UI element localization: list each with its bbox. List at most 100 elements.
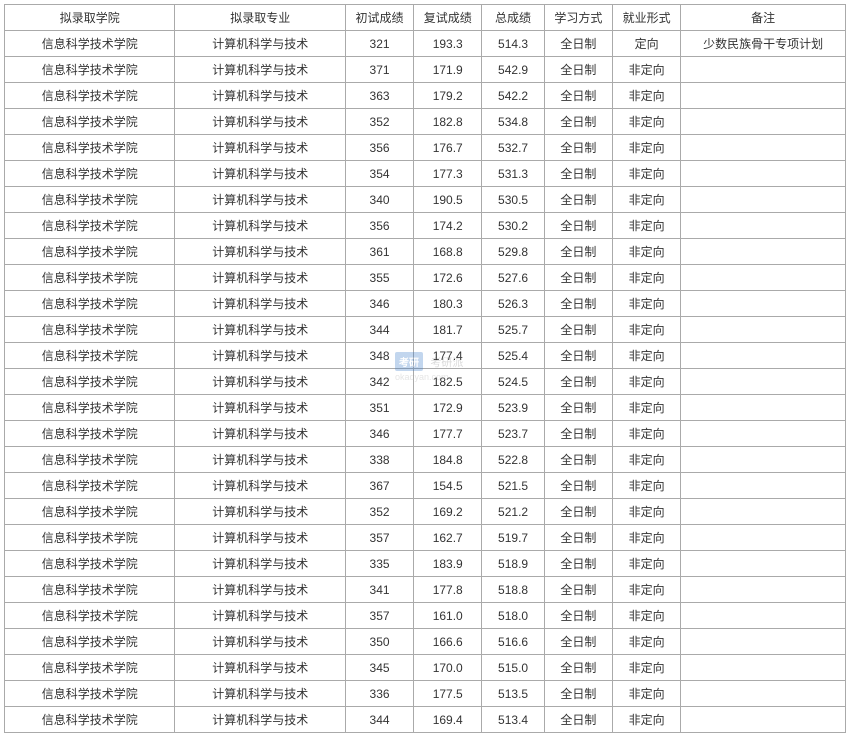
cell-major: 计算机科学与技术	[175, 109, 345, 135]
cell-study: 全日制	[544, 161, 612, 187]
cell-study: 全日制	[544, 369, 612, 395]
cell-employ: 非定向	[613, 655, 681, 681]
cell-college: 信息科学技术学院	[5, 369, 175, 395]
cell-employ: 非定向	[613, 681, 681, 707]
cell-score1: 346	[345, 291, 413, 317]
table-row: 信息科学技术学院计算机科学与技术338184.8522.8全日制非定向	[5, 447, 846, 473]
cell-total: 527.6	[482, 265, 545, 291]
cell-total: 534.8	[482, 109, 545, 135]
table-body: 信息科学技术学院计算机科学与技术321193.3514.3全日制定向少数民族骨干…	[5, 31, 846, 733]
cell-employ: 非定向	[613, 161, 681, 187]
cell-major: 计算机科学与技术	[175, 31, 345, 57]
table-row: 信息科学技术学院计算机科学与技术361168.8529.8全日制非定向	[5, 239, 846, 265]
cell-remark	[681, 551, 846, 577]
cell-score1: 338	[345, 447, 413, 473]
cell-study: 全日制	[544, 135, 612, 161]
cell-score1: 352	[345, 109, 413, 135]
cell-score2: 171.9	[414, 57, 482, 83]
cell-employ: 非定向	[613, 239, 681, 265]
cell-major: 计算机科学与技术	[175, 681, 345, 707]
cell-employ: 非定向	[613, 317, 681, 343]
cell-study: 全日制	[544, 707, 612, 733]
cell-major: 计算机科学与技术	[175, 421, 345, 447]
cell-college: 信息科学技术学院	[5, 681, 175, 707]
cell-major: 计算机科学与技术	[175, 395, 345, 421]
cell-score1: 355	[345, 265, 413, 291]
cell-score1: 321	[345, 31, 413, 57]
cell-score2: 176.7	[414, 135, 482, 161]
cell-employ: 非定向	[613, 473, 681, 499]
cell-study: 全日制	[544, 291, 612, 317]
cell-major: 计算机科学与技术	[175, 603, 345, 629]
cell-total: 542.9	[482, 57, 545, 83]
cell-employ: 非定向	[613, 577, 681, 603]
cell-study: 全日制	[544, 447, 612, 473]
cell-score2: 169.2	[414, 499, 482, 525]
cell-major: 计算机科学与技术	[175, 239, 345, 265]
cell-score2: 177.3	[414, 161, 482, 187]
cell-college: 信息科学技术学院	[5, 707, 175, 733]
cell-score1: 344	[345, 707, 413, 733]
cell-remark	[681, 369, 846, 395]
cell-major: 计算机科学与技术	[175, 447, 345, 473]
cell-college: 信息科学技术学院	[5, 239, 175, 265]
cell-study: 全日制	[544, 83, 612, 109]
table-row: 信息科学技术学院计算机科学与技术346180.3526.3全日制非定向	[5, 291, 846, 317]
cell-score1: 354	[345, 161, 413, 187]
header-major: 拟录取专业	[175, 5, 345, 31]
cell-remark	[681, 291, 846, 317]
cell-score1: 346	[345, 421, 413, 447]
table-row: 信息科学技术学院计算机科学与技术352182.8534.8全日制非定向	[5, 109, 846, 135]
cell-employ: 非定向	[613, 109, 681, 135]
header-remark: 备注	[681, 5, 846, 31]
table-row: 信息科学技术学院计算机科学与技术351172.9523.9全日制非定向	[5, 395, 846, 421]
table-row: 信息科学技术学院计算机科学与技术357161.0518.0全日制非定向	[5, 603, 846, 629]
cell-total: 532.7	[482, 135, 545, 161]
table-row: 信息科学技术学院计算机科学与技术344181.7525.7全日制非定向	[5, 317, 846, 343]
cell-total: 514.3	[482, 31, 545, 57]
cell-college: 信息科学技术学院	[5, 161, 175, 187]
table-row: 信息科学技术学院计算机科学与技术367154.5521.5全日制非定向	[5, 473, 846, 499]
cell-score2: 182.8	[414, 109, 482, 135]
cell-study: 全日制	[544, 395, 612, 421]
cell-total: 522.8	[482, 447, 545, 473]
table-row: 信息科学技术学院计算机科学与技术336177.5513.5全日制非定向	[5, 681, 846, 707]
cell-employ: 非定向	[613, 707, 681, 733]
cell-total: 521.5	[482, 473, 545, 499]
table-row: 信息科学技术学院计算机科学与技术342182.5524.5全日制非定向	[5, 369, 846, 395]
cell-college: 信息科学技术学院	[5, 109, 175, 135]
cell-score1: 363	[345, 83, 413, 109]
cell-total: 542.2	[482, 83, 545, 109]
cell-employ: 非定向	[613, 551, 681, 577]
cell-college: 信息科学技术学院	[5, 447, 175, 473]
cell-total: 531.3	[482, 161, 545, 187]
cell-total: 525.4	[482, 343, 545, 369]
table-row: 信息科学技术学院计算机科学与技术345170.0515.0全日制非定向	[5, 655, 846, 681]
cell-total: 530.2	[482, 213, 545, 239]
cell-employ: 非定向	[613, 395, 681, 421]
cell-employ: 定向	[613, 31, 681, 57]
cell-study: 全日制	[544, 31, 612, 57]
cell-remark	[681, 265, 846, 291]
cell-employ: 非定向	[613, 421, 681, 447]
cell-college: 信息科学技术学院	[5, 655, 175, 681]
cell-score2: 161.0	[414, 603, 482, 629]
header-score1: 初试成绩	[345, 5, 413, 31]
cell-total: 515.0	[482, 655, 545, 681]
cell-score1: 341	[345, 577, 413, 603]
cell-employ: 非定向	[613, 135, 681, 161]
cell-total: 518.9	[482, 551, 545, 577]
cell-score1: 340	[345, 187, 413, 213]
cell-score1: 351	[345, 395, 413, 421]
cell-employ: 非定向	[613, 343, 681, 369]
cell-major: 计算机科学与技术	[175, 473, 345, 499]
cell-college: 信息科学技术学院	[5, 343, 175, 369]
cell-score2: 174.2	[414, 213, 482, 239]
cell-major: 计算机科学与技术	[175, 265, 345, 291]
cell-employ: 非定向	[613, 525, 681, 551]
header-total: 总成绩	[482, 5, 545, 31]
cell-score2: 182.5	[414, 369, 482, 395]
table-row: 信息科学技术学院计算机科学与技术350166.6516.6全日制非定向	[5, 629, 846, 655]
cell-total: 524.5	[482, 369, 545, 395]
cell-remark	[681, 603, 846, 629]
